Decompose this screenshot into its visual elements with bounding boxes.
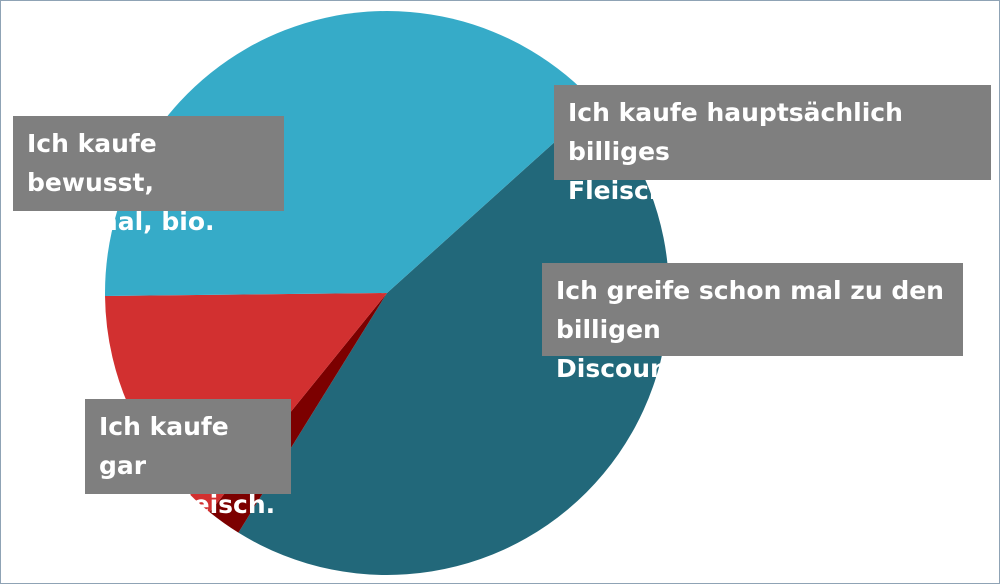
slice-label-bio: Ich kaufe bewusst, regional, bio. <box>13 116 284 236</box>
slice-no-meat <box>105 11 597 296</box>
slice-label-cheap-offer: Ich kaufe hauptsächlich billiges Fleisch… <box>554 85 991 205</box>
slice-bio <box>238 104 669 575</box>
slice-label-discounter: Ich greife schon mal zu den billigen Dis… <box>542 263 963 383</box>
slice-label-no-meat: Ich kaufe gar kein Fleisch. <box>85 399 291 519</box>
